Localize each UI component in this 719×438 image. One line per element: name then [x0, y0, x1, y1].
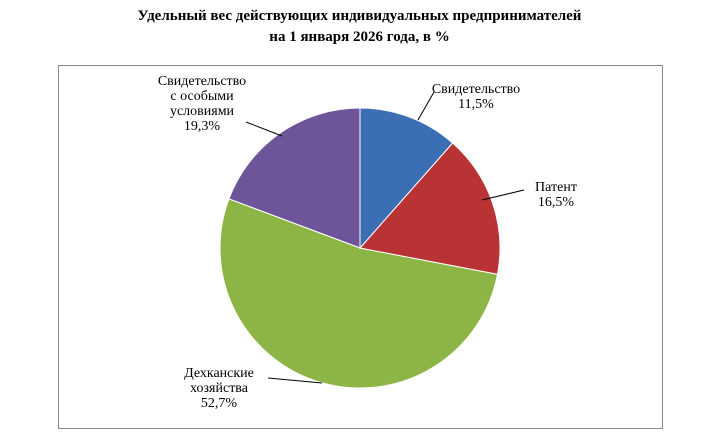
- label-name: Свидетельство: [431, 82, 521, 97]
- data-label: Дехканские хозяйства 52,7%: [184, 366, 254, 411]
- pie-slice: [219, 198, 499, 389]
- label-value: 19,3%: [183, 119, 221, 134]
- pie-slice: [228, 107, 361, 249]
- chart-title: Удельный вес действующих индивидуальных …: [137, 8, 582, 45]
- data-label: Патент 16,5%: [535, 180, 577, 210]
- label-value: 16,5%: [537, 195, 575, 210]
- pie-slice: [359, 107, 454, 250]
- leader-line: [245, 121, 283, 137]
- label-value: 11,5%: [458, 97, 494, 112]
- data-label: Свидетельство с особыми условиями 19,3%: [158, 74, 246, 134]
- label-name: Дехканские хозяйства: [184, 366, 254, 396]
- leader-line: [267, 377, 323, 384]
- pie-slice: [359, 142, 501, 275]
- label-name: Свидетельство с особыми условиями: [157, 74, 247, 119]
- leader-line: [481, 189, 525, 201]
- label-name: Патент: [535, 180, 577, 195]
- leader-lines: [245, 91, 525, 384]
- data-label: Свидетельство 11,5%: [432, 82, 520, 112]
- chart-frame: [58, 65, 663, 429]
- label-value: 52,7%: [200, 396, 238, 411]
- leader-line: [417, 91, 435, 121]
